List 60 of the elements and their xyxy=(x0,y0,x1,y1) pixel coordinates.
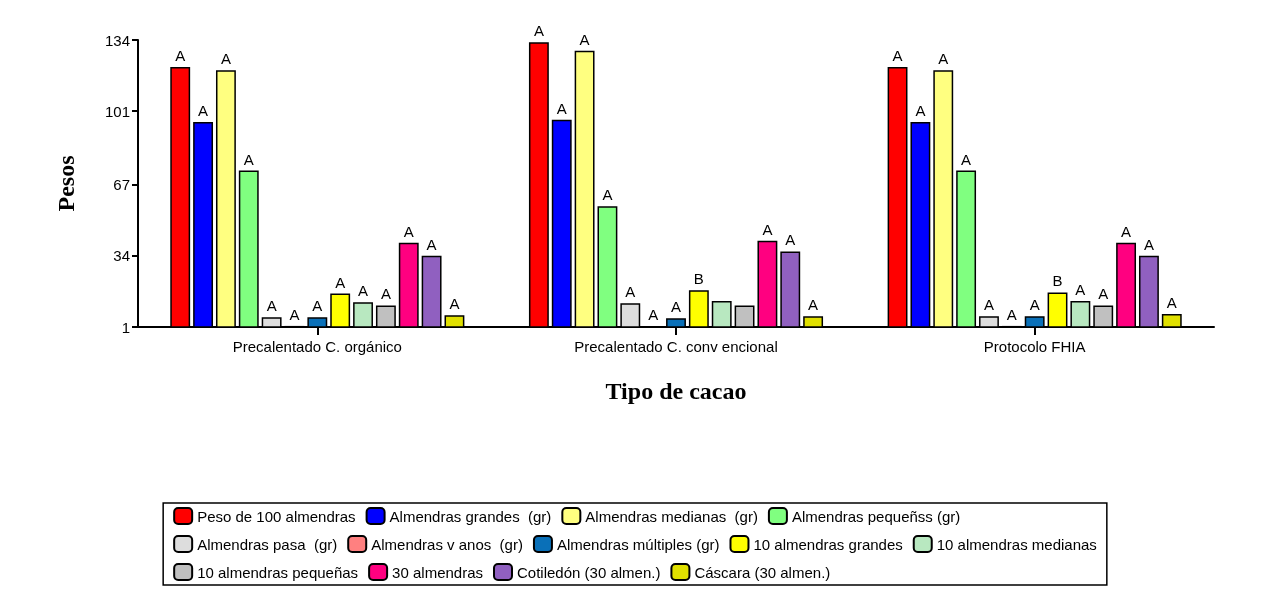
data-label: A xyxy=(938,50,949,68)
data-label: A xyxy=(220,50,231,68)
y-tick-label: 67 xyxy=(113,176,130,194)
data-label: A xyxy=(1006,305,1017,323)
data-label: A xyxy=(762,220,773,238)
legend-label: 10 almendras grandes xyxy=(753,535,903,553)
legend-label: 10 almendras medianas xyxy=(936,535,1097,553)
legend-label: Almendras pasa (gr) xyxy=(197,535,338,553)
legend-label: Almendras medianas (gr) xyxy=(585,507,758,525)
data-label: A xyxy=(449,295,460,313)
x-tick-label: Precalentado C. orgánico xyxy=(232,338,402,355)
data-label: A xyxy=(266,297,277,315)
legend-label: Peso de 100 almendras xyxy=(197,507,356,525)
data-label: B xyxy=(1052,272,1063,290)
x-tick-label: Protocolo FHIA xyxy=(983,338,1086,355)
legend-label: 10 almendras pequeñas xyxy=(197,563,359,581)
data-label: A xyxy=(175,46,186,64)
data-label: A xyxy=(1143,235,1154,253)
data-label: A xyxy=(915,102,926,119)
x-tick-label: Precalentado C. conv encional xyxy=(574,338,778,355)
legend-label: 30 almendras xyxy=(392,563,483,581)
data-label: A xyxy=(648,305,659,323)
y-tick-label: 134 xyxy=(104,31,130,49)
data-label: A xyxy=(426,235,437,253)
data-label: A xyxy=(358,282,369,300)
y-tick-label: 1 xyxy=(121,318,130,336)
data-label: A xyxy=(892,46,903,64)
data-label: A xyxy=(198,102,209,119)
data-label: A xyxy=(1121,222,1132,240)
legend-label: Almendras múltiples (gr) xyxy=(556,535,720,553)
data-label: A xyxy=(312,297,323,315)
legend-label: Almendras pequeñss (gr) xyxy=(791,507,961,525)
data-label: A xyxy=(670,298,682,316)
data-label: A xyxy=(983,296,994,314)
data-label: A xyxy=(1029,296,1040,314)
legend-label: Cotiledón (30 almen.) xyxy=(517,563,661,581)
data-label: A xyxy=(289,305,300,323)
data-label: A xyxy=(335,273,346,291)
legend-label: Almendras grandes (gr) xyxy=(389,507,552,525)
data-label: A xyxy=(961,150,972,168)
data-label: A xyxy=(243,150,254,168)
data-label: A xyxy=(380,285,391,303)
y-tick-label: 34 xyxy=(113,247,130,265)
data-label: B xyxy=(693,270,704,288)
data-label: A xyxy=(403,222,414,240)
data-label: A xyxy=(556,99,567,117)
data-label: A xyxy=(808,296,819,314)
legend-label: Cáscara (30 almen.) xyxy=(694,563,831,581)
data-label: A xyxy=(579,30,590,48)
x-axis-title: Tipo de cacao xyxy=(605,378,747,404)
legend-label: Almendras v anos (gr) xyxy=(371,535,523,553)
data-label: A xyxy=(533,22,544,40)
data-label: A xyxy=(602,186,613,204)
data-label: A xyxy=(1166,294,1177,312)
y-axis-title: Pesos xyxy=(53,155,79,212)
data-label: A xyxy=(1098,285,1109,303)
data-label: A xyxy=(1075,281,1086,299)
data-label: A xyxy=(625,283,636,301)
y-tick-label: 101 xyxy=(104,102,130,120)
data-label: A xyxy=(785,231,796,249)
